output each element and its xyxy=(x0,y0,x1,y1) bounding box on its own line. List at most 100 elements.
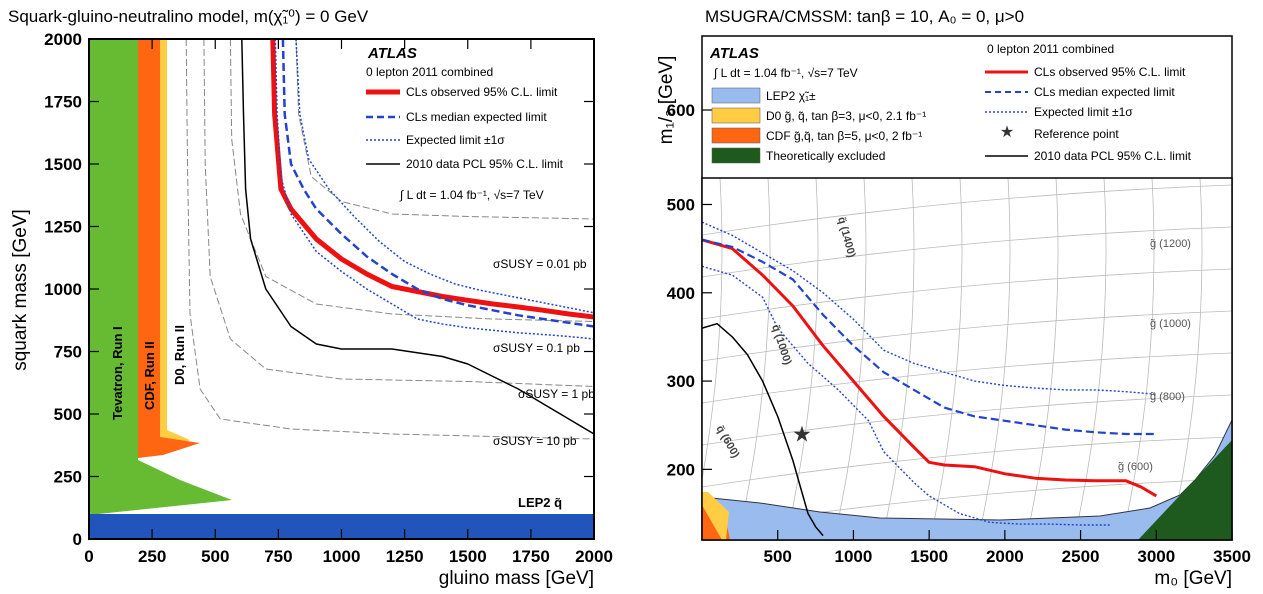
right-legend-cdf: CDF g̃,q̃, tan β=5, μ<0, 2 fb⁻¹ xyxy=(766,129,922,143)
left-xtick-label: 500 xyxy=(201,547,229,566)
left-ytick-label: 2000 xyxy=(44,30,82,49)
left-xtick-label: 0 xyxy=(84,547,93,566)
left-ytick-label: 0 xyxy=(73,530,82,549)
xsec-label-001: σSUSY = 0.01 pb xyxy=(493,257,587,271)
left-ytick-label: 1500 xyxy=(44,155,82,174)
isomass-grid-line xyxy=(702,352,1232,404)
right-legend-swatch-lep2 xyxy=(711,87,761,104)
left-dataset-label: 0 lepton 2011 combined xyxy=(366,65,493,79)
left-ylabel: squark mass [GeV] xyxy=(10,209,31,371)
right-legend-swatch-cdf xyxy=(711,127,761,144)
isomass-grid-line xyxy=(702,184,1232,236)
right-xtick-label: 1500 xyxy=(910,547,948,566)
right-series-3 xyxy=(702,265,1111,526)
left-xtick-label: 1250 xyxy=(386,547,424,566)
right-legend-pcl: 2010 data PCL 95% C.L. limit xyxy=(1034,149,1192,163)
left-legend-sigma: Expected limit ±1σ xyxy=(406,133,505,147)
right-chart: MSUGRA/CMSSM: tanβ = 10, A₀ = 0, μ>0 ★ q… xyxy=(656,7,1251,589)
xsec-contour-2 xyxy=(203,39,594,387)
isomass-grid-line xyxy=(737,178,771,540)
right-ytick-label: 600 xyxy=(667,101,695,120)
right-legend-theory: Theoretically excluded xyxy=(766,149,885,163)
left-series-4 xyxy=(241,39,594,435)
left-ytick-label: 1250 xyxy=(44,218,82,237)
tevatron-label: Tevatron, Run I xyxy=(110,326,125,420)
right-axes: 500 1000 1500 2000 2500 3000 3500 200 300 400 500 6… xyxy=(667,101,1251,566)
right-series-2 xyxy=(702,221,1157,395)
right-series-0 xyxy=(702,238,1158,498)
right-ylabel: m₁/₂ [GeV] xyxy=(656,56,677,145)
left-xtick-label: 2000 xyxy=(575,547,613,566)
right-legend-expected: CLs median expected limit xyxy=(1034,85,1175,99)
right-legend-observed: CLs observed 95% C.L. limit xyxy=(1034,65,1186,79)
right-legend: ATLAS ∫ L dt = 1.04 fb⁻¹, √s=7 TeV 0 lep… xyxy=(709,42,1192,164)
left-chart: Squark-gluino-neutralino model, m(χ̃₁⁰) … xyxy=(8,7,613,589)
left-atlas-label: ATLAS xyxy=(367,45,417,62)
d0-region-right xyxy=(702,492,729,540)
isomass-grid-line xyxy=(785,178,819,540)
cdf-label: CDF, Run II xyxy=(142,341,157,410)
iso-label-g1000: g̃ (1000) xyxy=(1150,318,1191,330)
reference-point-star: ★ xyxy=(792,422,812,447)
left-xtick-label: 250 xyxy=(138,547,166,566)
right-series-group xyxy=(702,221,1158,537)
left-lumi-label: ∫ L dt = 1.04 fb⁻¹, √s=7 TeV xyxy=(399,188,544,202)
right-dataset-label: 0 lepton 2011 combined xyxy=(987,42,1114,56)
right-ytick-label: 300 xyxy=(667,372,695,391)
isomass-grid-line xyxy=(929,178,963,540)
left-series-3 xyxy=(274,39,594,340)
d0-label: D0, Run II xyxy=(172,325,187,385)
xsec-label-10: σSUSY = 10 pb xyxy=(493,434,577,448)
left-ytick-label: 500 xyxy=(54,405,82,424)
left-ytick-label: 1750 xyxy=(44,93,82,112)
right-xtick-label: 2500 xyxy=(1062,547,1100,566)
right-legend-sigma: Expected limit ±1σ xyxy=(1034,105,1133,119)
isomass-grid-line xyxy=(702,268,1232,320)
right-legend-swatch-star: ★ xyxy=(1000,124,1014,141)
isomass-grid-line xyxy=(702,226,1232,278)
isomass-grid-line xyxy=(1169,178,1203,540)
right-legend-swatch-theory xyxy=(711,147,761,164)
right-xlabel: m₀ [GeV] xyxy=(1154,568,1232,589)
theoretically-excluded-region xyxy=(1138,440,1232,540)
right-chart-title: MSUGRA/CMSSM: tanβ = 10, A₀ = 0, μ>0 xyxy=(705,7,1024,26)
isomass-grid-line xyxy=(881,178,915,540)
left-ytick-label: 750 xyxy=(54,343,82,362)
isomass-grid-line xyxy=(1121,178,1155,540)
left-series-2 xyxy=(295,39,594,314)
right-legend-swatch-d0 xyxy=(711,107,761,124)
right-series-1 xyxy=(702,238,1157,436)
right-legend-lep2: LEP2 χ̃₁± xyxy=(766,89,816,103)
isomass-grid-line xyxy=(977,178,1011,540)
iso-label-g800: g̃ (800) xyxy=(1150,391,1185,403)
left-legend-observed: CLs observed 95% C.L. limit xyxy=(406,85,558,99)
left-chart-title: Squark-gluino-neutralino model, m(χ̃₁⁰) … xyxy=(8,7,369,26)
left-legend-pcl: 2010 data PCL 95% C.L. limit xyxy=(406,157,564,171)
isomass-grid-line xyxy=(702,310,1232,362)
right-legend-refpoint: Reference point xyxy=(1034,127,1119,141)
cdf-run2-region xyxy=(138,39,200,458)
left-legend-expected: CLs median expected limit xyxy=(406,110,547,124)
isomass-grid-line xyxy=(702,436,1232,488)
xsec-contour-1 xyxy=(229,39,594,322)
d0-run2-region xyxy=(155,39,190,448)
left-legend: ATLAS 0 lepton 2011 combined CLs observe… xyxy=(366,45,564,202)
right-xtick-label: 3000 xyxy=(1137,547,1175,566)
left-xtick-label: 750 xyxy=(264,547,292,566)
right-xtick-label: 1000 xyxy=(835,547,873,566)
tevatron-run1-region xyxy=(89,39,232,515)
left-series-1 xyxy=(281,39,594,328)
isomass-grid-line xyxy=(833,178,867,540)
right-lumi-label: ∫ L dt = 1.04 fb⁻¹, √s=7 TeV xyxy=(713,66,858,80)
right-ytick-label: 400 xyxy=(667,284,695,303)
lep2-label: LEP2 q̃ xyxy=(518,495,562,510)
isomass-grid-line xyxy=(702,178,723,482)
xsec-label-1: σSUSY = 1 pb xyxy=(518,387,595,401)
right-xtick-label: 2000 xyxy=(986,547,1024,566)
left-series-0 xyxy=(270,39,594,320)
right-xtick-label: 500 xyxy=(764,547,792,566)
right-atlas-label: ATLAS xyxy=(709,45,759,62)
isomass-grid xyxy=(702,178,1232,540)
left-series-group xyxy=(241,39,594,435)
